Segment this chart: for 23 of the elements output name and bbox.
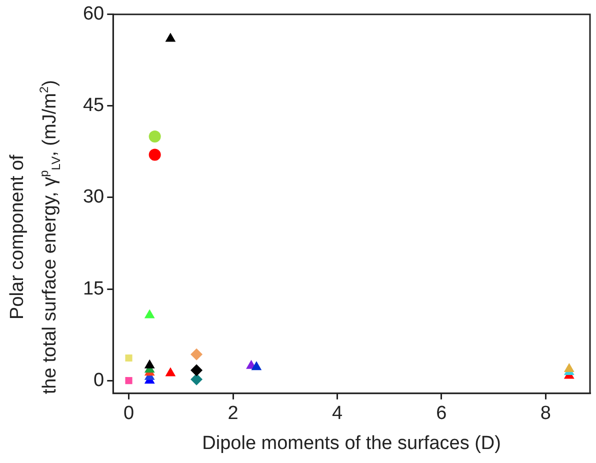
point [165,367,176,376]
x-tick-label: 8 [540,403,551,424]
x-axis-title: Dipole moments of the surfaces (D) [202,432,501,454]
point [564,362,574,372]
y-tick-label: 60 [82,4,104,25]
y-tick-label: 30 [82,186,104,208]
y-tick-label: 45 [82,95,104,116]
point [144,309,155,318]
x-tick-label: 0 [123,403,134,424]
point [148,148,161,161]
x-tick-label: 2 [228,403,238,424]
point [144,359,155,368]
point [190,348,203,360]
y-tick-label: 0 [94,370,104,391]
x-tick-label: 6 [436,403,447,424]
point [251,361,262,370]
point [125,377,132,384]
point [190,364,203,376]
point [148,130,161,142]
point [190,373,203,386]
x-tick-label: 4 [332,403,343,424]
y-tick-label: 15 [82,278,104,300]
point [125,354,132,362]
